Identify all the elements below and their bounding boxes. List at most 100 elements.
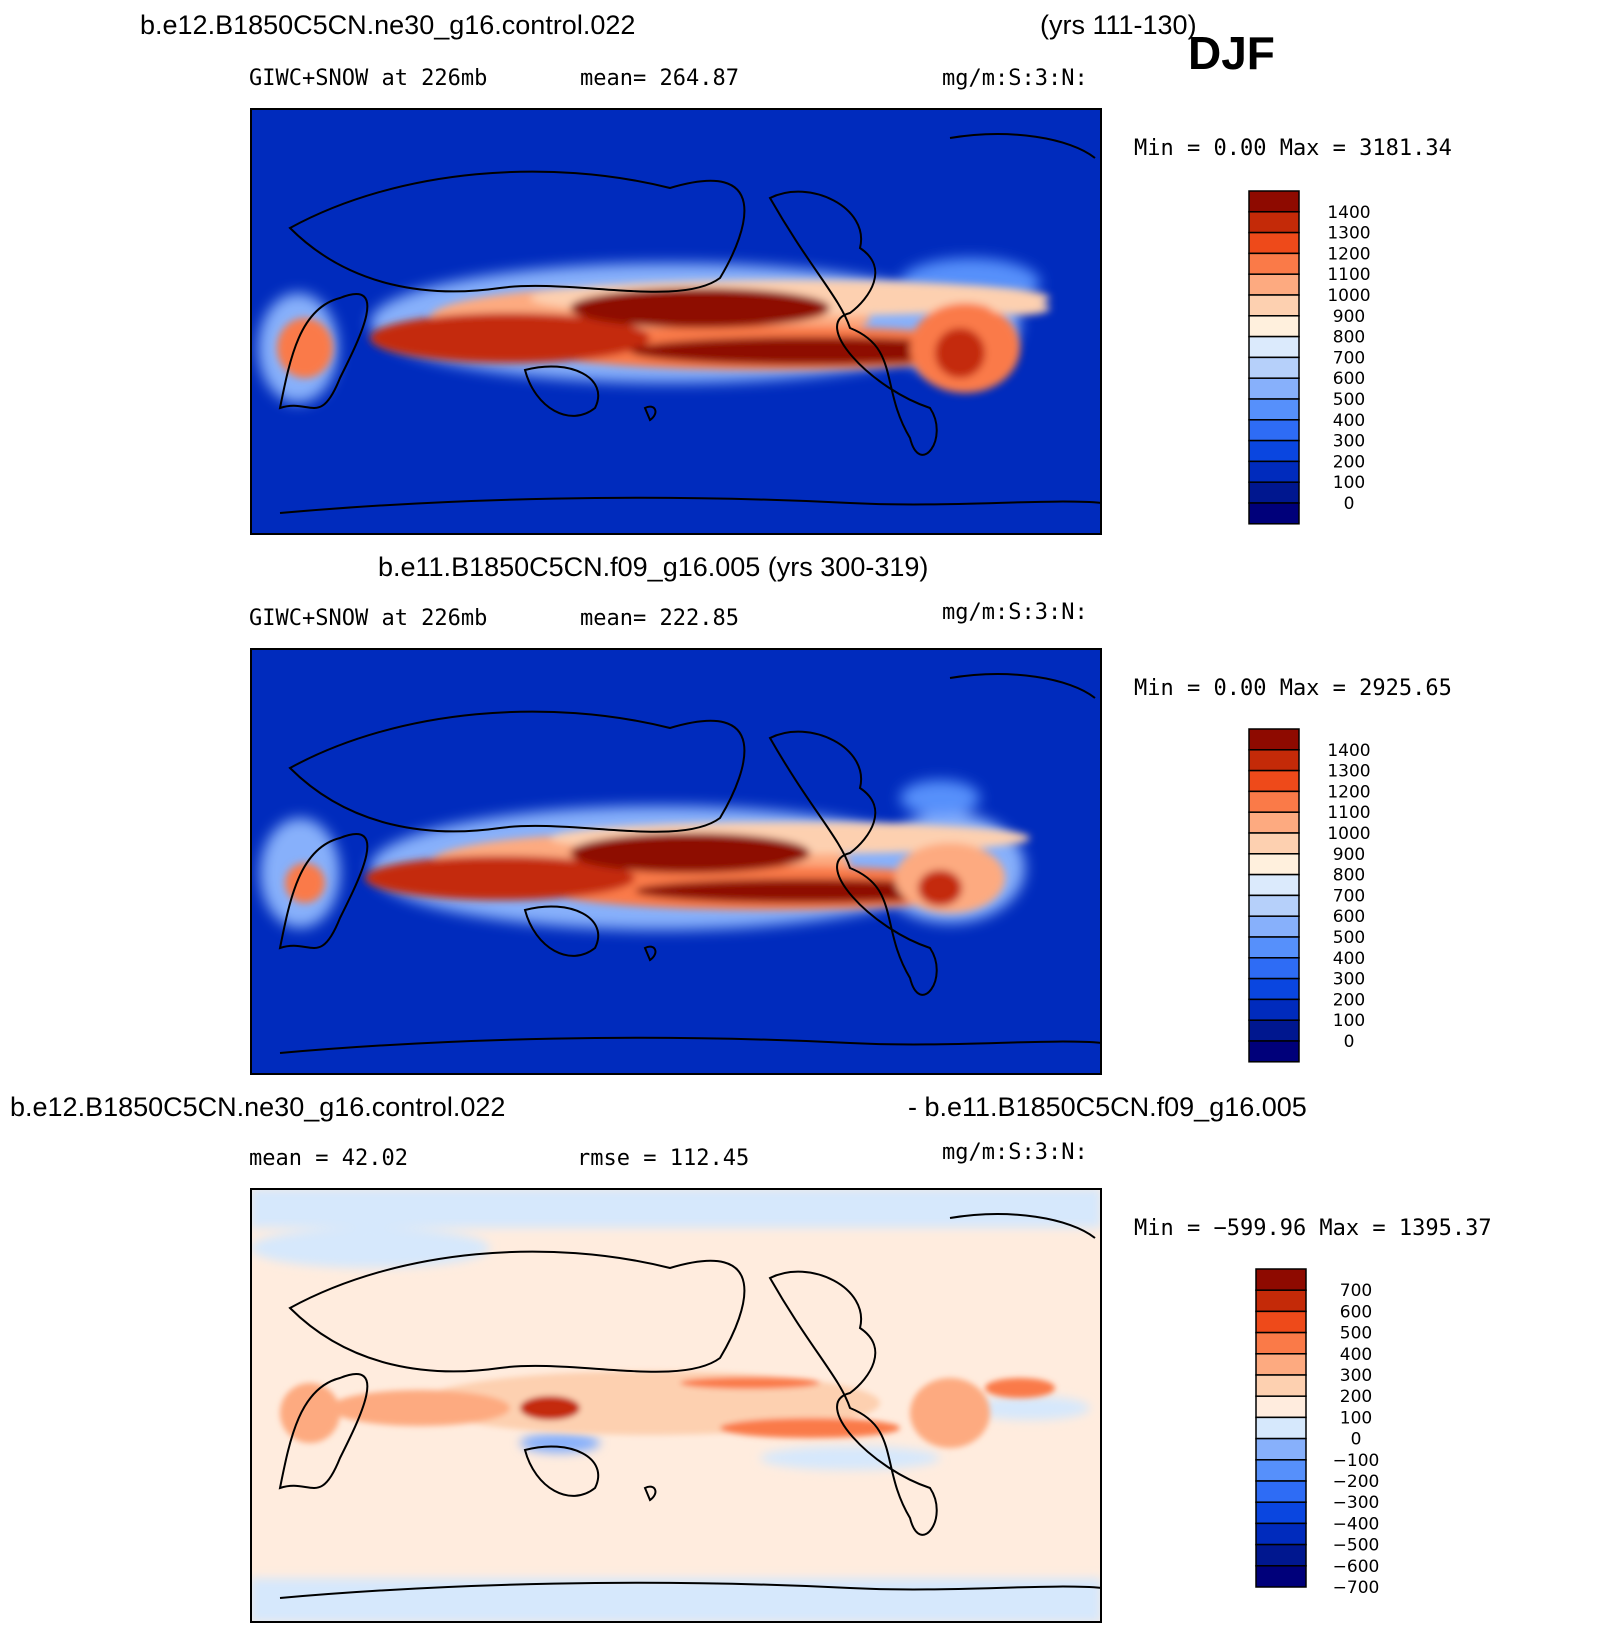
panel2-colorbar: 1400130012001100100090080070060050040030… xyxy=(1248,728,1371,1063)
panel2-colorbar-box xyxy=(1248,832,1300,855)
panel3-colorbar-box xyxy=(1255,1268,1307,1291)
panel1-convection-zones xyxy=(277,280,1050,393)
panel2-colorbar-box xyxy=(1248,977,1300,1001)
panel3-colorbar-box xyxy=(1255,1543,1307,1567)
panel3-colorbar-label: 500 xyxy=(1340,1324,1372,1344)
panel2-colorbar-label: 100 xyxy=(1333,1011,1365,1031)
panel2-min-max: Min = 0.00 Max = 2925.65 xyxy=(1134,676,1452,701)
panel1-colorbar-box xyxy=(1248,481,1300,504)
panel3-frame xyxy=(250,1188,1102,1623)
panel3-colorbar-label: −100 xyxy=(1333,1451,1380,1471)
panel1-colorbar-box xyxy=(1248,315,1300,338)
panel1-colorbar-box xyxy=(1248,502,1300,525)
panel1-colorbar-box xyxy=(1248,294,1300,317)
panel1-colorbar-box xyxy=(1248,231,1300,255)
panel3-colorbar-label: −300 xyxy=(1333,1493,1380,1513)
panel2-coastlines xyxy=(278,673,1102,1054)
panel2-colorbar-box xyxy=(1248,811,1300,834)
panel1-colorbar-box xyxy=(1248,398,1300,421)
panel3-min-max: Min = −599.96 Max = 1395.37 xyxy=(1134,1216,1492,1241)
panel1-mean-label: mean= 264.87 xyxy=(580,66,739,91)
panel1-colorbar-label: 0 xyxy=(1344,494,1355,514)
panel2-colorbar-label: 400 xyxy=(1333,949,1365,969)
panel2-frame xyxy=(250,648,1102,1075)
panel1-colorbar-box xyxy=(1248,419,1300,442)
panel3-colorbar-box xyxy=(1255,1374,1307,1397)
panel2-units-label: mg/m:S:3:N: xyxy=(942,600,1088,625)
panel1-colorbar-box xyxy=(1248,335,1300,359)
panel1-colorbar-box xyxy=(1248,252,1300,275)
panel2-colorbar-label: 1100 xyxy=(1327,803,1370,823)
panel3-colorbar-box xyxy=(1255,1416,1307,1440)
panel1-colorbar-box xyxy=(1248,460,1300,483)
panel3-coastlines xyxy=(278,1213,1102,1599)
panel1-map xyxy=(250,108,1102,535)
panel1-colorbar-label: 500 xyxy=(1333,390,1365,410)
panel3-colorbar-box xyxy=(1255,1522,1307,1546)
panel2-colorbar-label: 800 xyxy=(1333,866,1365,886)
panel1-colorbar-label: 700 xyxy=(1333,348,1365,368)
panel3-colorbar-label: 100 xyxy=(1340,1408,1372,1428)
panel3-positive-anomalies xyxy=(280,1371,1055,1448)
panel2-colorbar-label: 1300 xyxy=(1327,762,1370,782)
panel3-colorbar-box xyxy=(1255,1353,1307,1376)
panel3-negative-anomalies xyxy=(250,1188,1102,1623)
panel1-frame xyxy=(250,108,1102,535)
panel3-colorbar-box xyxy=(1255,1501,1307,1525)
panel1-colorbar-label: 600 xyxy=(1333,369,1365,389)
panel2-colorbar-label: 1000 xyxy=(1327,824,1370,844)
panel1-colorbar-label: 200 xyxy=(1333,452,1365,472)
panel1-colorbar-label: 100 xyxy=(1333,473,1365,493)
panel2-colorbar-box xyxy=(1248,957,1300,980)
panel2-mean-label: mean= 222.85 xyxy=(580,606,739,631)
panel3-colorbar: 7006005004003002001000−100−200−300−400−5… xyxy=(1255,1268,1380,1598)
panel3-colorbar-label: 0 xyxy=(1351,1430,1362,1450)
panel3-colorbar-label: 600 xyxy=(1340,1302,1372,1322)
panel2-colorbar-box xyxy=(1248,749,1300,772)
panel2-colorbar-box xyxy=(1248,728,1300,751)
panel1-coastlines xyxy=(278,133,1102,514)
panel3-colorbar-box xyxy=(1255,1395,1307,1419)
panel1-colorbar-box xyxy=(1248,356,1300,379)
panel2-colorbar-box xyxy=(1248,790,1300,813)
panel1-colorbar-label: 1200 xyxy=(1327,244,1370,264)
panel3-colorbar-label: 300 xyxy=(1340,1366,1372,1386)
panel2-colorbar-label: 1200 xyxy=(1327,782,1370,802)
panel1-colorbar-box xyxy=(1248,377,1300,400)
panel2-colorbar-label: 500 xyxy=(1333,928,1365,948)
panel2-colorbar-box xyxy=(1248,1040,1300,1063)
panel3-colorbar-label: 700 xyxy=(1340,1281,1372,1301)
panel3-rmse-label: rmse = 112.45 xyxy=(577,1146,750,1171)
panel2-colorbar-label: 0 xyxy=(1344,1032,1355,1052)
panel3-colorbar-label: −500 xyxy=(1333,1536,1380,1556)
panel3-colorbar-box xyxy=(1255,1437,1307,1461)
panel3-colorbar-box xyxy=(1255,1289,1307,1313)
panel2-colorbar-label: 200 xyxy=(1333,990,1365,1010)
panel2-colorbar-label: 1400 xyxy=(1327,741,1370,761)
panel2-colorbar-box xyxy=(1248,936,1300,959)
panel2-colorbar-label: 600 xyxy=(1333,907,1365,927)
panel1-min-max: Min = 0.00 Max = 3181.34 xyxy=(1134,136,1452,161)
panel1-colorbar-label: 1400 xyxy=(1327,203,1370,223)
panel2-colorbar-box xyxy=(1248,1019,1300,1042)
panel2-map xyxy=(250,648,1102,1075)
panel2-convection-zones xyxy=(285,822,1030,913)
panel3-map xyxy=(250,1188,1102,1623)
season-label: DJF xyxy=(1188,27,1275,79)
panel1-colorbar-label: 900 xyxy=(1333,307,1365,327)
panel3-colorbar-label: 200 xyxy=(1340,1387,1372,1407)
panel1-colorbar-box xyxy=(1248,439,1300,463)
case-title: b.e12.B1850C5CN.ne30_g16.control.022 xyxy=(140,10,636,40)
panel3-title-right: - b.e11.B1850C5CN.f09_g16.005 xyxy=(908,1092,1307,1122)
panel2-colorbar-label: 300 xyxy=(1333,970,1365,990)
panel1-colorbar-box xyxy=(1248,273,1300,296)
panel3-colorbar-box xyxy=(1255,1565,1307,1588)
panel3-colorbar-label: −600 xyxy=(1333,1557,1380,1577)
panel1-colorbar-label: 800 xyxy=(1333,328,1365,348)
panel3-colorbar-box xyxy=(1255,1480,1307,1503)
panel2-colorbar-label: 900 xyxy=(1333,845,1365,865)
panel3-colorbar-box xyxy=(1255,1459,1307,1482)
panel2-colorbar-box xyxy=(1248,769,1300,793)
panel1-units-label: mg/m:S:3:N: xyxy=(942,66,1088,91)
panel3-mean-label: mean = 42.02 xyxy=(249,1146,408,1171)
